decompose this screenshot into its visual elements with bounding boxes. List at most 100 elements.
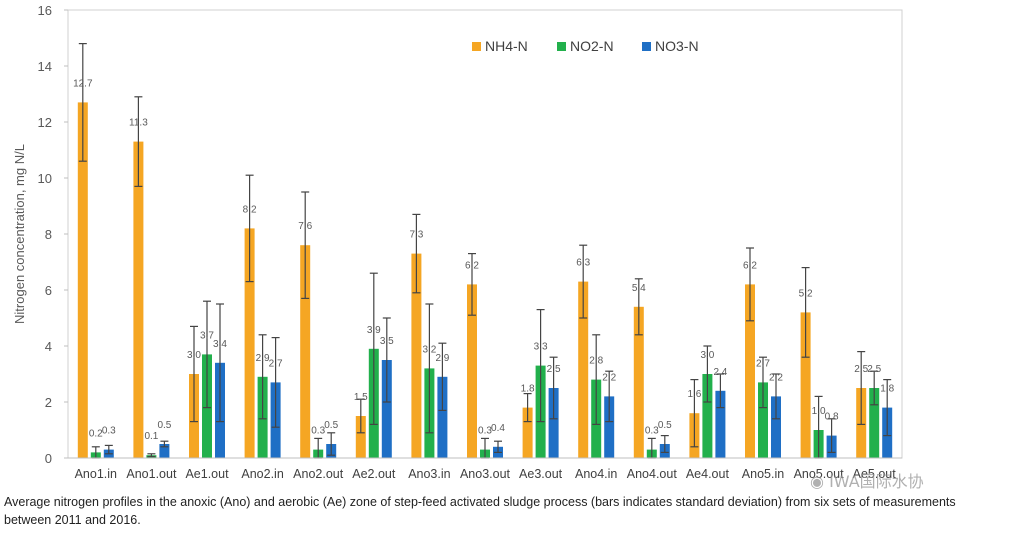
x-tick-label: Ano5.in: [742, 467, 784, 481]
bar-no2-n: [869, 388, 880, 458]
legend-label: NH4-N: [485, 38, 528, 54]
data-label: 7.3: [409, 230, 423, 241]
x-tick-label: Ano3.in: [408, 467, 450, 481]
data-label: 0.5: [658, 420, 672, 431]
y-tick-label: 4: [45, 339, 52, 354]
legend-swatch-no3-n: [642, 42, 651, 51]
x-tick-label: Ano1.out: [126, 467, 177, 481]
data-label: 1.6: [687, 389, 701, 400]
y-tick-label: 2: [45, 395, 52, 410]
bar-no3-n: [771, 396, 781, 458]
bar-nh4-n: [300, 245, 311, 458]
data-label: 2.5: [854, 364, 868, 375]
data-label: 2.8: [589, 356, 603, 367]
data-label: 6.3: [576, 258, 590, 269]
y-tick-label: 8: [45, 227, 52, 242]
error-bars-group: [78, 42, 892, 459]
data-label: 0.3: [102, 426, 116, 437]
x-tick-label: Ano5.out: [794, 467, 845, 481]
bar-no2-n: [758, 382, 768, 458]
x-tick-label: Ano2.out: [293, 467, 344, 481]
y-axis-title: Nitrogen concentration, mg N/L: [12, 144, 27, 324]
bars-group: [77, 102, 893, 459]
data-label: 0.5: [324, 420, 338, 431]
data-label: 1.5: [354, 392, 368, 403]
bar-no3-n: [381, 360, 392, 458]
bar-no3-n: [159, 444, 170, 458]
x-tick-label: Ae5.out: [853, 467, 897, 481]
x-tick-label: Ano2.in: [241, 467, 283, 481]
bar-nh4-n: [522, 407, 533, 458]
bar-nh4-n: [800, 312, 811, 458]
data-label: 0.4: [491, 423, 505, 434]
data-labels-group: 12.70.2 0.311.30.10.53.03.73.48.22.92.77.…: [73, 78, 895, 442]
data-label: 0.2: [89, 428, 103, 439]
bar-nh4-n: [467, 284, 477, 458]
y-axis: 0 2 4 6 8 10 12 14 16: [38, 3, 68, 466]
watermark-text: IWA国际水协: [829, 472, 924, 491]
bar-nh4-n: [355, 416, 366, 458]
data-label: 0.3: [311, 426, 325, 437]
bar-nh4-n: [578, 281, 589, 458]
bar-nh4-n: [633, 306, 644, 458]
bar-no2-n: [702, 374, 713, 458]
data-label: 2.2: [769, 372, 783, 383]
y-tick-label: 10: [38, 171, 52, 186]
bar-nh4-n: [244, 228, 255, 458]
figure-caption: Average nitrogen profiles in the anoxic …: [4, 495, 956, 527]
data-label: 3.0: [700, 350, 714, 361]
data-label: 1.0: [812, 406, 826, 417]
legend-label: NO3-N: [655, 38, 699, 54]
x-tick-label: Ae1.out: [185, 467, 229, 481]
data-label: 3.5: [380, 336, 394, 347]
x-tick-label: Ano4.in: [575, 467, 617, 481]
data-label: 2.4: [713, 367, 727, 378]
legend-swatch-no2-n: [557, 42, 566, 51]
data-label: 2.9: [256, 353, 270, 364]
data-label: 0.5: [157, 420, 171, 431]
y-tick-label: 12: [38, 115, 52, 130]
x-axis: Ano1.in Ano1.out Ae1.out Ano2.in Ano2.out Ae2…: [75, 467, 897, 481]
x-tick-label: Ae4.out: [686, 467, 730, 481]
data-label: 2.9: [435, 353, 449, 364]
bar-nh4-n: [411, 253, 422, 458]
data-label: 5.4: [632, 283, 646, 294]
y-tick-label: 14: [38, 59, 52, 74]
bar-no3-n: [604, 396, 615, 458]
data-label: 3.3: [534, 342, 548, 353]
data-label: 0.3: [478, 426, 492, 437]
data-label: 2.7: [269, 358, 283, 369]
data-label: 0.1: [144, 431, 158, 442]
bar-nh4-n: [77, 102, 88, 459]
y-tick-label: 0: [45, 451, 52, 466]
data-label: 2.2: [602, 372, 616, 383]
data-label: 3.7: [200, 330, 214, 341]
data-label: 1.8: [880, 384, 894, 395]
data-label: 0.8: [825, 412, 839, 423]
wechat-icon: ◉: [810, 472, 824, 491]
data-label: 3.0: [187, 350, 201, 361]
y-tick-label: 16: [38, 3, 52, 18]
data-label: 3.9: [367, 325, 381, 336]
bar-nh4-n: [133, 141, 144, 458]
bar-no3-n: [715, 390, 726, 458]
bar-no3-n: [437, 376, 448, 458]
data-label: 11.3: [129, 118, 148, 129]
data-label: 7.6: [298, 221, 312, 232]
data-label: 3.2: [422, 344, 436, 355]
x-tick-label: Ano4.out: [627, 467, 678, 481]
data-label: 2.7: [756, 358, 770, 369]
data-label: 12.7: [73, 78, 93, 89]
x-tick-label: Ae2.out: [352, 467, 396, 481]
y-tick-label: 6: [45, 283, 52, 298]
data-label: 6.2: [743, 260, 757, 271]
data-label: 6.2: [465, 260, 479, 271]
data-label: 0.3: [645, 426, 659, 437]
x-tick-label: Ano1.in: [75, 467, 117, 481]
bar-no3-n: [548, 388, 559, 458]
data-label: 2.5: [547, 364, 561, 375]
watermark: ◉ IWA国际水协: [810, 468, 924, 492]
legend-label: NO2-N: [570, 38, 614, 54]
x-tick-label: Ae3.out: [519, 467, 563, 481]
